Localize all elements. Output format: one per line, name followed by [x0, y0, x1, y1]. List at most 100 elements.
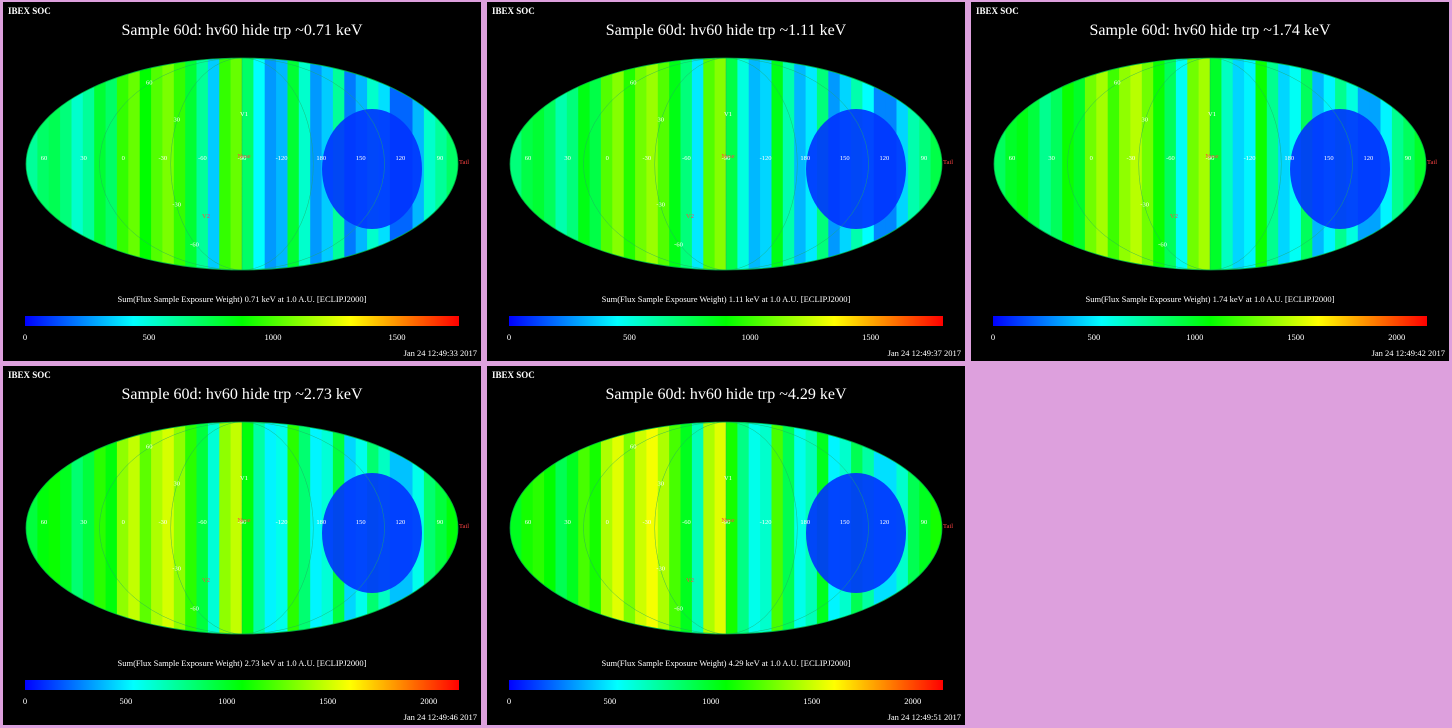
flux-band — [253, 422, 266, 634]
flux-band — [48, 58, 62, 270]
flux-band — [578, 422, 591, 634]
colorbar-label: Sum(Flux Sample Exposure Weight) 1.11 ke… — [601, 294, 851, 304]
flux-band — [173, 422, 187, 634]
flux-band — [1255, 58, 1268, 270]
flux-band — [760, 58, 773, 270]
flux-band — [555, 422, 568, 634]
flux-band — [71, 422, 84, 634]
skymap-panel-3: IBEX SOC Sample 60d: hv60 hide trp ~1.74… — [971, 2, 1449, 361]
lon-label: 180 — [1284, 155, 1294, 162]
flux-band — [128, 58, 141, 270]
grid-meridian — [241, 58, 243, 270]
flux-band — [1221, 58, 1234, 270]
flux-band — [510, 58, 523, 270]
lon-label: 180 — [316, 155, 326, 162]
flux-band — [1039, 58, 1052, 270]
lon-label: 90 — [1405, 155, 1412, 162]
lon-label: 0 — [122, 155, 125, 162]
flux-band — [726, 58, 739, 270]
lon-label: -90 — [238, 519, 247, 526]
flux-band — [116, 58, 130, 270]
flux-band — [646, 422, 659, 634]
map-outline — [509, 57, 943, 271]
colorbar-tick-label: 0 — [506, 332, 512, 342]
lat-label: -30 — [656, 565, 665, 572]
timestamp: Jan 24 12:49:42 2017 — [1371, 348, 1445, 358]
flux-band — [60, 422, 73, 634]
marker-v2: V2 — [686, 577, 694, 584]
colorbar-ticks: 0 500 1000 1500 — [3, 332, 481, 342]
flux-band — [737, 422, 750, 634]
flux-band — [185, 422, 198, 634]
flux-band — [794, 58, 807, 270]
lon-label: 60 — [525, 519, 532, 526]
flux-band — [94, 58, 107, 270]
low-flux-region — [322, 109, 422, 229]
flux-band — [1096, 58, 1109, 270]
flux-band — [287, 58, 300, 270]
flux-band — [748, 422, 762, 634]
marker-tail: Tail — [943, 159, 953, 166]
low-flux-region — [322, 473, 422, 593]
lon-label: 30 — [564, 155, 571, 162]
skymap-panel-1: IBEX SOC Sample 60d: hv60 hide trp ~0.71… — [3, 2, 481, 361]
map-outline — [25, 421, 459, 635]
flux-band — [794, 422, 807, 634]
flux-band — [1050, 58, 1064, 270]
grid-meridian — [583, 58, 869, 270]
flux-band — [1187, 58, 1200, 270]
lat-label: -30 — [172, 565, 181, 572]
soc-label: IBEX SOC — [8, 370, 51, 380]
lon-label: 60 — [41, 155, 48, 162]
marker-tail: Tail — [943, 523, 953, 530]
panel-title: Sample 60d: hv60 hide trp ~1.74 keV — [1089, 22, 1331, 39]
flux-band — [669, 422, 682, 634]
colorbar-tick-label: 1500 — [803, 696, 821, 706]
flux-band — [726, 422, 739, 634]
flux-band — [623, 58, 637, 270]
lon-label: -30 — [158, 155, 167, 162]
flux-band — [310, 58, 323, 270]
flux-band — [1414, 58, 1426, 270]
lon-label: -60 — [1166, 155, 1175, 162]
marker-tail: Tail — [459, 159, 469, 166]
flux-band — [680, 58, 693, 270]
flux-band — [128, 422, 141, 634]
flux-band — [1266, 58, 1280, 270]
marker-nose: Nose — [721, 153, 734, 160]
lon-label: 120 — [396, 155, 406, 162]
timestamp: Jan 24 12:49:37 2017 — [887, 348, 961, 358]
lon-label: -30 — [642, 155, 651, 162]
flux-band — [26, 422, 39, 634]
lon-label: 60 — [41, 519, 48, 526]
soc-label: IBEX SOC — [492, 370, 535, 380]
colorbar-tick-label: 1000 — [1186, 332, 1204, 342]
flux-band — [26, 58, 39, 270]
lon-label: -60 — [682, 519, 691, 526]
skymap-panel-4: IBEX SOC Sample 60d: hv60 hide trp ~2.73… — [3, 366, 481, 725]
lat-label: -60 — [190, 606, 199, 613]
lat-label: -60 — [1158, 242, 1167, 249]
lon-label: -30 — [158, 519, 167, 526]
flux-band — [242, 422, 255, 634]
lat-label: 60 — [146, 444, 153, 451]
flux-band — [435, 58, 448, 270]
colorbar-label: Sum(Flux Sample Exposure Weight) 1.74 ke… — [1085, 294, 1335, 304]
flux-band — [566, 422, 580, 634]
flux-band — [521, 58, 534, 270]
flux-band — [1403, 58, 1416, 270]
flux-band — [544, 58, 557, 270]
flux-band — [919, 422, 932, 634]
lon-label: -120 — [760, 155, 772, 162]
lon-label: -120 — [1244, 155, 1256, 162]
flux-band — [1164, 58, 1177, 270]
marker-nose: Nose — [721, 517, 734, 524]
low-flux-region — [806, 109, 906, 229]
colorbar-tick-label: 1500 — [388, 332, 406, 342]
lon-label: 0 — [606, 155, 609, 162]
flux-band — [669, 58, 682, 270]
flux-band — [423, 422, 437, 634]
flux-band — [532, 58, 546, 270]
flux-band — [1130, 58, 1143, 270]
lon-label: -60 — [682, 155, 691, 162]
